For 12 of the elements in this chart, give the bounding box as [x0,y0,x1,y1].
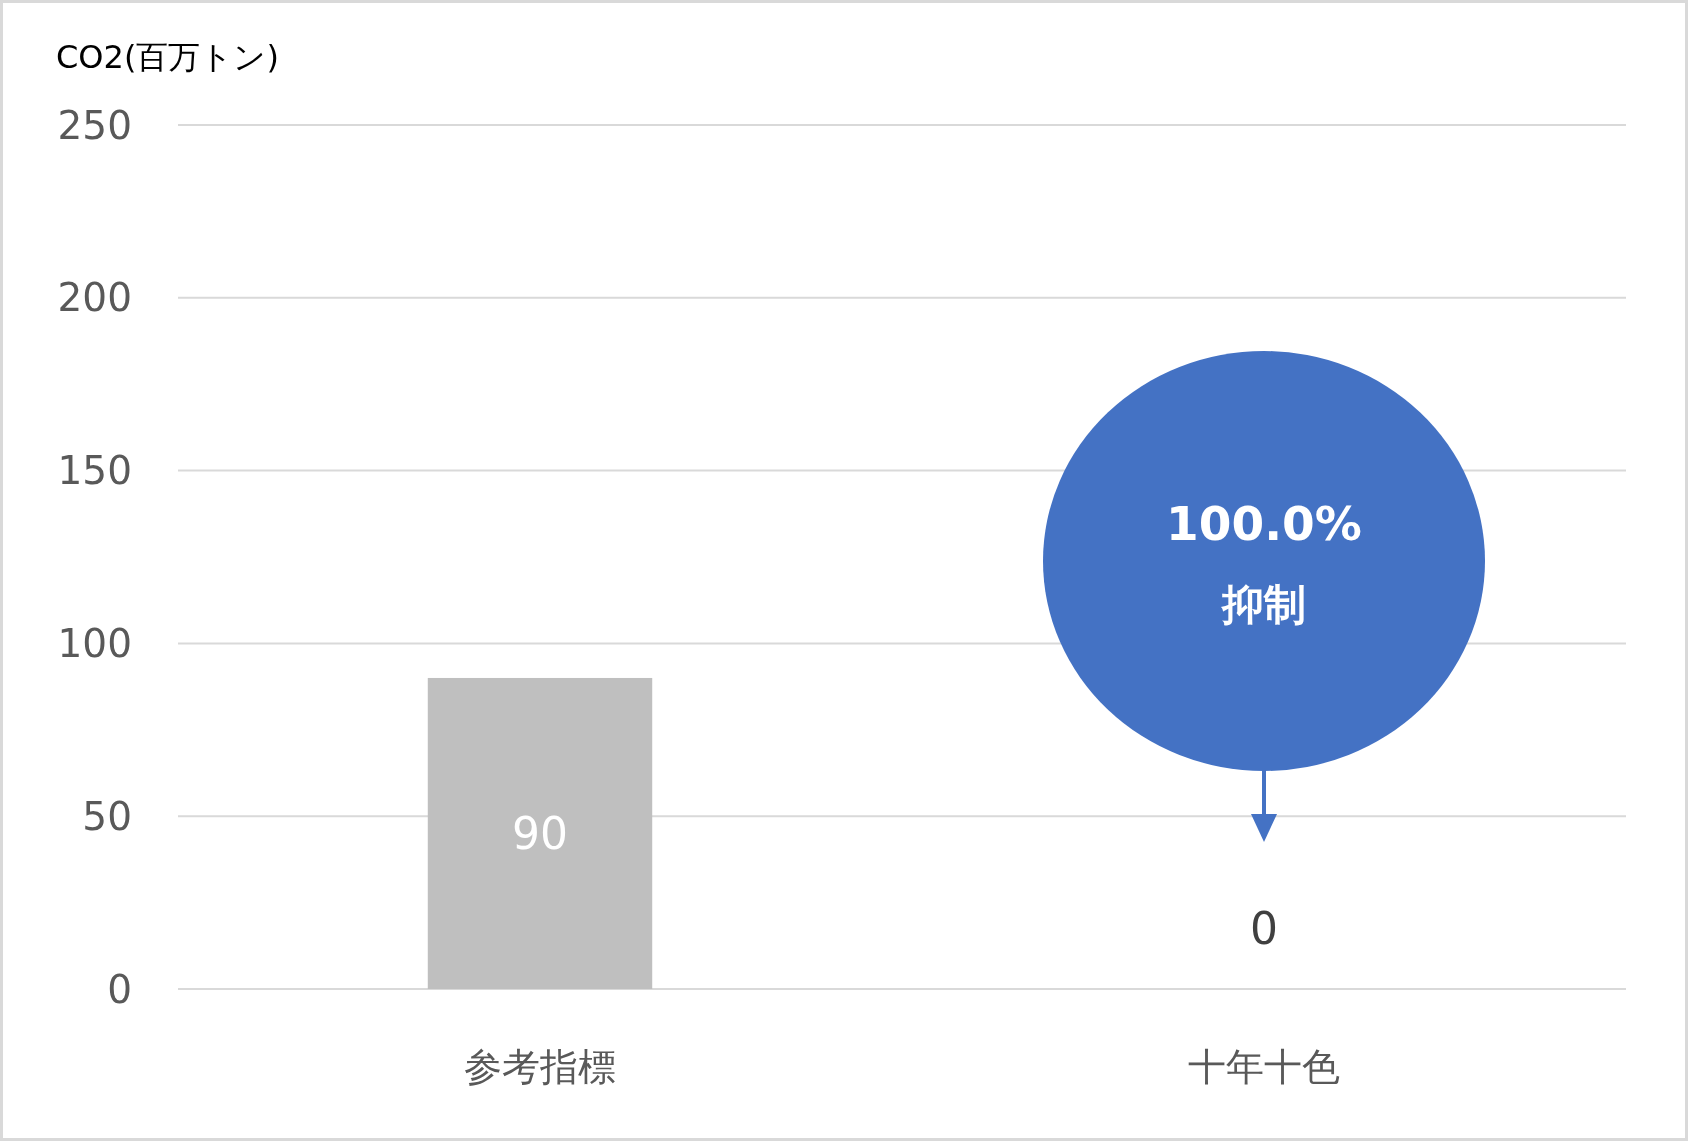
y-tick-label: 250 [57,102,132,148]
y-tick-label: 0 [107,966,132,1012]
data-label: 90 [512,807,568,859]
y-tick-label: 200 [57,275,132,321]
data-label: 0 [1250,902,1278,954]
y-tick-label: 150 [57,448,132,494]
y-tick-label: 50 [82,793,132,839]
x-tick-label: 十年十色 [1188,1045,1340,1089]
y-tick-label: 100 [57,620,132,666]
y-axis-title: CO2(百万トン) [56,38,279,76]
annotation: 100.0% 抑制 [1166,496,1362,629]
x-tick-label: 参考指標 [464,1045,616,1089]
